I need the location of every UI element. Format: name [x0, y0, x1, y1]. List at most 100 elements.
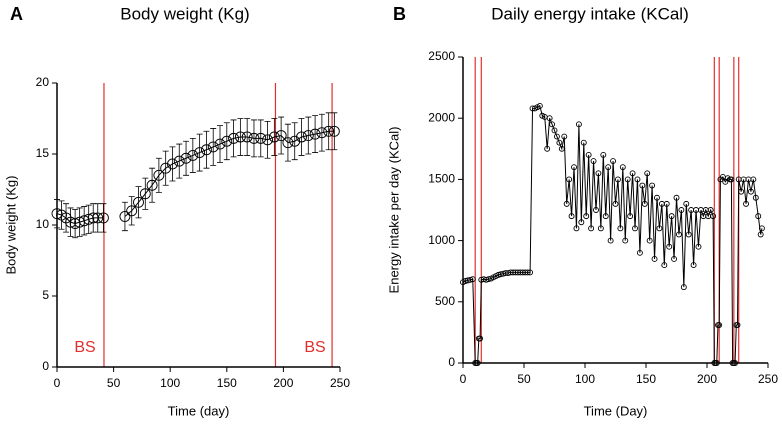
data-point: [328, 125, 340, 137]
data-point: [573, 225, 580, 232]
data-point: [228, 132, 240, 144]
y-axis-label: Energy intake per day (KCal): [386, 127, 401, 294]
error-bar: [196, 133, 203, 172]
x-tick-label: 100: [575, 372, 595, 386]
error-bar: [189, 137, 196, 173]
y-tick-label: 10: [36, 217, 50, 231]
x-tick-label: 0: [460, 372, 467, 386]
data-point: [624, 176, 631, 183]
y-tick-label: 1000: [428, 233, 455, 247]
data-point: [575, 121, 582, 128]
data-point: [728, 176, 735, 183]
data-point: [619, 164, 626, 171]
data-point: [268, 131, 280, 143]
data-point: [467, 276, 474, 283]
data-point: [477, 335, 484, 342]
data-point: [92, 212, 104, 224]
error-bar: [128, 196, 135, 226]
data-point: [600, 151, 607, 158]
data-point: [241, 131, 253, 143]
data-point: [83, 213, 95, 225]
data-point: [707, 207, 714, 213]
data-point: [133, 196, 144, 208]
data-point: [595, 170, 602, 177]
data-point: [551, 127, 558, 134]
error-bar: [244, 118, 251, 156]
data-point: [683, 200, 690, 207]
data-point: [234, 131, 246, 143]
data-point: [97, 212, 109, 224]
error-bar: [318, 113, 325, 152]
y-tick-label: 0: [42, 359, 49, 373]
data-point: [296, 131, 307, 143]
data-point: [588, 225, 595, 232]
data-point: [207, 141, 219, 153]
error-bar: [176, 143, 183, 179]
data-point: [593, 207, 599, 213]
data-point: [607, 237, 614, 244]
data-point: [634, 176, 641, 183]
data-point: [527, 269, 534, 276]
data-point: [302, 130, 314, 141]
data-point: [556, 139, 563, 146]
error-bar: [230, 119, 237, 158]
annotation: BS: [74, 339, 95, 356]
data-point: [627, 213, 634, 220]
error-bar: [142, 177, 149, 210]
data-point: [710, 213, 717, 220]
error-bar: [291, 122, 298, 161]
data-point: [673, 194, 680, 201]
data-point: [755, 213, 762, 220]
error-bar: [325, 112, 332, 151]
data-point: [571, 164, 577, 171]
error-bar: [94, 203, 101, 233]
data-point: [734, 322, 741, 329]
data-point: [695, 243, 702, 250]
data-point: [546, 115, 553, 122]
y-tick-label: 500: [435, 294, 455, 308]
data-point: [180, 152, 192, 164]
data-point: [221, 135, 233, 147]
error-bar: [237, 118, 244, 156]
chart-title: Daily energy intake (KCal): [491, 4, 688, 23]
data-point: [632, 225, 638, 232]
data-point: [680, 284, 687, 291]
y-tick-label: 0: [448, 355, 455, 369]
error-bar: [135, 186, 142, 219]
data-point: [644, 170, 651, 177]
data-point: [649, 182, 656, 189]
data-point: [614, 176, 621, 183]
y-tick-label: 1500: [428, 172, 455, 186]
data-point: [578, 219, 585, 226]
x-axis-label: Time (Day): [584, 403, 648, 418]
data-point: [126, 205, 138, 217]
error-bar: [331, 112, 338, 151]
data-point: [590, 158, 597, 164]
error-bar: [149, 167, 156, 203]
data-point: [469, 276, 476, 283]
y-axis-label: Body weight (Kg): [3, 176, 18, 275]
data-point: [675, 231, 682, 238]
x-tick-label: 150: [217, 376, 237, 390]
error-bar: [169, 146, 176, 182]
data-point: [612, 200, 619, 207]
data-point: [316, 127, 328, 139]
data-point: [636, 249, 643, 256]
data-point: [629, 170, 636, 177]
data-point: [200, 144, 212, 156]
x-tick-label: 200: [273, 376, 293, 390]
annotation: BS: [304, 339, 325, 356]
data-point: [646, 237, 653, 244]
data-point: [568, 213, 575, 220]
error-bar: [63, 203, 70, 233]
error-bar: [210, 128, 217, 166]
x-tick-label: 50: [107, 376, 121, 390]
data-point: [153, 169, 165, 181]
error-bar: [155, 157, 162, 193]
error-bar: [203, 130, 210, 169]
data-point: [685, 231, 692, 238]
data-point: [617, 225, 624, 232]
data-point: [668, 213, 675, 220]
data-point: [654, 194, 660, 201]
